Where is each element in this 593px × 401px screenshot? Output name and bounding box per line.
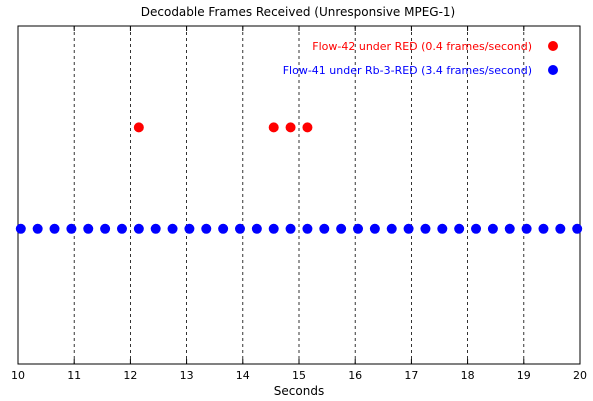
- x-tick-label-10: 10: [11, 369, 25, 382]
- series-2-point-27: [454, 223, 465, 234]
- x-tick-label-19: 19: [517, 369, 531, 382]
- grid-lines: [73, 26, 525, 364]
- series-2-point-7: [116, 223, 127, 234]
- series-2-point-29: [487, 223, 498, 234]
- series-2-point-17: [285, 223, 296, 234]
- series-2-point-16: [268, 223, 279, 234]
- x-tick-label-12: 12: [123, 369, 137, 382]
- series-2-point-21: [353, 223, 364, 234]
- series-2-point-5: [83, 223, 94, 234]
- series-2-point-18: [302, 223, 313, 234]
- series-2-point-30: [504, 223, 515, 234]
- x-tick-label-15: 15: [292, 369, 306, 382]
- series-1-point-1: [133, 122, 144, 133]
- legend: Flow-42 under RED (0.4 frames/second) Flo…: [283, 40, 558, 77]
- series-2-point-15: [251, 223, 262, 234]
- data-points: [15, 122, 583, 234]
- series-2-point-3: [49, 223, 60, 234]
- series-1-point-2: [268, 122, 279, 133]
- series-2-point-22: [369, 223, 380, 234]
- series-2-point-33: [555, 223, 566, 234]
- series-2-point-31: [521, 223, 532, 234]
- series-2-point-26: [437, 223, 448, 234]
- legend-marker-1: [548, 41, 558, 51]
- series-2-point-19: [319, 223, 330, 234]
- series-2-point-25: [420, 223, 431, 234]
- x-tick-label-20: 20: [573, 369, 587, 382]
- series-2-point-28: [471, 223, 482, 234]
- series-2-point-14: [234, 223, 245, 234]
- series-2-point-4: [66, 223, 77, 234]
- series-1-point-3: [285, 122, 296, 133]
- series-2-point-13: [218, 223, 229, 234]
- legend-label-1: Flow-42 under RED (0.4 frames/second): [312, 40, 532, 53]
- x-tick-label-13: 13: [180, 369, 194, 382]
- x-tick-label-11: 11: [67, 369, 81, 382]
- series-2-point-24: [403, 223, 414, 234]
- series-2-point-6: [100, 223, 111, 234]
- x-tick-label-16: 16: [348, 369, 362, 382]
- series-2-point-11: [184, 223, 195, 234]
- x-tick-labels: 10 11 12 13 14 15 16 17 18 19 20: [11, 369, 587, 382]
- chart-title: Decodable Frames Received (Unresponsive …: [141, 5, 456, 19]
- series-1-point-4: [302, 122, 313, 133]
- series-2-point-8: [133, 223, 144, 234]
- series-2-point-20: [336, 223, 347, 234]
- series-2-point-10: [167, 223, 178, 234]
- x-tick-label-14: 14: [236, 369, 250, 382]
- x-tick-label-17: 17: [404, 369, 418, 382]
- legend-marker-2: [548, 65, 558, 75]
- x-axis-label: Seconds: [274, 384, 324, 398]
- series-2-point-12: [201, 223, 212, 234]
- series-2-point-32: [538, 223, 549, 234]
- x-tick-label-18: 18: [461, 369, 475, 382]
- series-2-point-23: [386, 223, 397, 234]
- series-2-point-2: [32, 223, 43, 234]
- series-2-point-34: [572, 223, 583, 234]
- series-2-point-1: [15, 223, 26, 234]
- x-ticks: [17, 26, 581, 364]
- legend-label-2: Flow-41 under Rb-3-RED (3.4 frames/secon…: [283, 64, 532, 77]
- series-2-point-9: [150, 223, 161, 234]
